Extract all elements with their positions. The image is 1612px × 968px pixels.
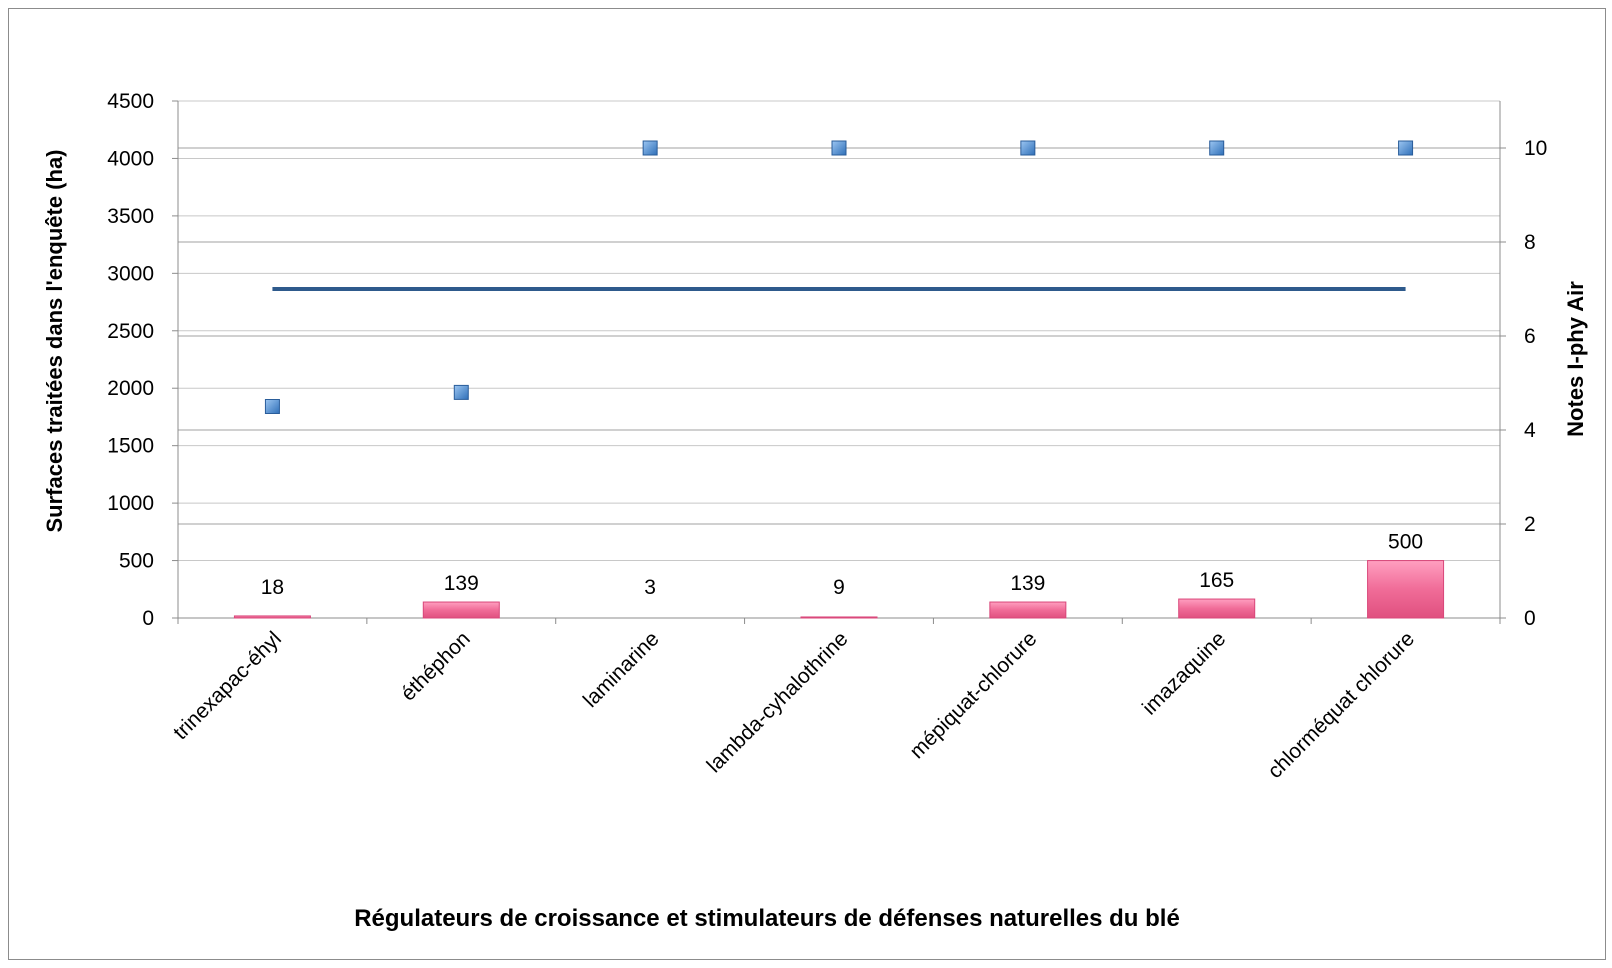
y2-tick-label: 2 xyxy=(1524,513,1536,536)
data-label: 165 xyxy=(1199,569,1234,592)
y-tick-label: 500 xyxy=(119,550,154,573)
y2-tick-label: 6 xyxy=(1524,325,1536,348)
x-tick-label: chlorméquat chlorure xyxy=(1263,627,1419,783)
y-tick-label: 1000 xyxy=(107,492,154,515)
scatter-point xyxy=(264,399,280,414)
bar xyxy=(989,601,1067,619)
y-tick-label: 2500 xyxy=(107,320,154,343)
y2-axis-title: Notes I-phy Air xyxy=(1563,281,1588,437)
gridlines-left xyxy=(178,100,1500,562)
bar xyxy=(1178,598,1256,619)
data-label: 500 xyxy=(1388,531,1423,554)
x-tick-label: lambda-cyhalothrine xyxy=(703,627,853,777)
y2-tick-label: 10 xyxy=(1524,137,1547,160)
scatter-point xyxy=(1020,140,1036,156)
scatter-series xyxy=(264,140,1414,414)
scatter-point xyxy=(1398,140,1414,156)
scatter-point xyxy=(453,384,469,400)
y-ticks-left: 0 500 1000 1500 2000 2500 3000 3500 4000 4500 xyxy=(107,90,154,630)
x-tick-label: trinexapac-éhyl xyxy=(169,627,286,744)
y-axis-title: Surfaces traitées dans l'enquête (ha) xyxy=(42,149,67,532)
axes xyxy=(172,100,1506,624)
bar xyxy=(422,601,500,619)
x-tick-label: mépiquat-chlorure xyxy=(905,627,1041,763)
data-labels: 18 139 3 9 139 165 500 xyxy=(261,531,1423,599)
y-tick-label: 3500 xyxy=(107,205,154,228)
x-tick-label: éthéphon xyxy=(397,627,475,705)
data-label: 9 xyxy=(833,576,845,599)
chart-frame xyxy=(8,8,1606,960)
bar xyxy=(233,615,311,619)
bar xyxy=(800,616,878,619)
data-label: 139 xyxy=(444,572,479,595)
bar xyxy=(1367,560,1445,619)
y-ticks-right: 0 2 4 6 8 10 xyxy=(1524,137,1547,630)
scatter-point xyxy=(1209,140,1225,156)
y-tick-label: 3000 xyxy=(107,262,154,285)
scatter-point xyxy=(831,140,847,156)
x-tick-labels: trinexapac-éhyl éthéphon laminarine lambda-… xyxy=(169,627,1419,783)
y2-tick-label: 8 xyxy=(1524,231,1536,254)
y2-tick-label: 0 xyxy=(1524,607,1536,630)
x-tick-label: laminarine xyxy=(579,627,664,712)
data-label: 139 xyxy=(1010,572,1045,595)
y2-tick-label: 4 xyxy=(1524,419,1536,442)
gridlines-right xyxy=(178,147,1500,525)
y-tick-label: 4500 xyxy=(107,90,154,113)
x-tick-label: imazaquine xyxy=(1138,627,1230,719)
data-label: 18 xyxy=(261,576,284,599)
scatter-point xyxy=(642,140,658,156)
x-axis-title: Régulateurs de croissance et stimulateur… xyxy=(354,905,1180,932)
bar-series xyxy=(233,560,1445,619)
y-tick-label: 1500 xyxy=(107,435,154,458)
y-tick-label: 0 xyxy=(142,607,154,630)
y-tick-label: 2000 xyxy=(107,377,154,400)
y-tick-label: 4000 xyxy=(107,147,154,170)
data-label: 3 xyxy=(644,576,656,599)
